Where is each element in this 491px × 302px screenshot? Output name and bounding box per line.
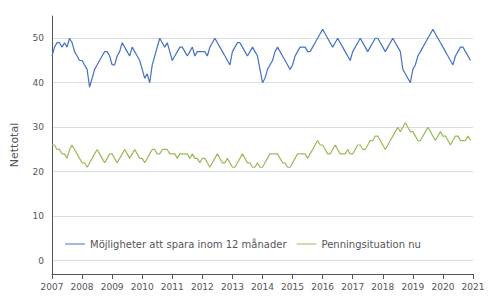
svg-text:10: 10	[33, 211, 45, 221]
svg-text:40: 40	[33, 78, 45, 88]
svg-text:2010: 2010	[131, 282, 154, 292]
svg-text:Nettotal: Nettotal	[8, 123, 21, 167]
svg-text:2019: 2019	[401, 282, 424, 292]
svg-text:Penningsituation nu: Penningsituation nu	[322, 239, 421, 250]
svg-text:2007: 2007	[41, 282, 64, 292]
svg-text:2018: 2018	[371, 282, 394, 292]
svg-text:30: 30	[33, 122, 45, 132]
svg-text:2016: 2016	[311, 282, 334, 292]
svg-text:2011: 2011	[161, 282, 184, 292]
svg-text:2017: 2017	[341, 282, 364, 292]
svg-text:2015: 2015	[281, 282, 304, 292]
svg-text:50: 50	[33, 33, 45, 43]
svg-text:Möjligheter att spara inom 12: Möjligheter att spara inom 12 månader	[90, 238, 287, 250]
svg-text:2021: 2021	[462, 282, 485, 292]
svg-text:20: 20	[33, 167, 45, 177]
svg-text:2008: 2008	[71, 282, 94, 292]
svg-text:2012: 2012	[191, 282, 214, 292]
svg-text:2014: 2014	[251, 282, 274, 292]
svg-text:0: 0	[38, 256, 44, 266]
svg-text:2009: 2009	[101, 282, 124, 292]
svg-text:2020: 2020	[431, 282, 454, 292]
svg-text:2013: 2013	[221, 282, 244, 292]
